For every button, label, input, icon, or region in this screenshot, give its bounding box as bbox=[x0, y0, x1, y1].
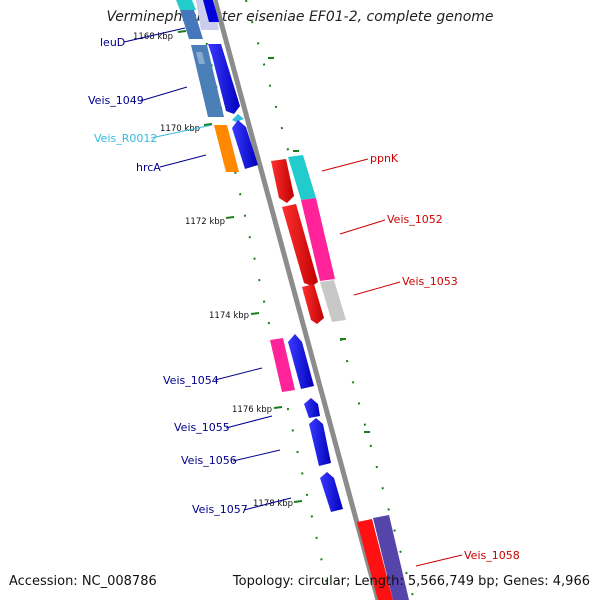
gene-veis-1057-arrow[interactable] bbox=[320, 472, 343, 512]
tick-marks bbox=[177, 30, 303, 503]
gene-label-veis-1054[interactable]: Veis_1054 bbox=[163, 374, 219, 387]
gene-veis-1053-gray-bar[interactable] bbox=[320, 280, 346, 322]
gene-bar-cyan-top[interactable] bbox=[176, 0, 196, 10]
genome-backbone bbox=[212, 0, 381, 600]
leader-hrca bbox=[159, 154, 207, 168]
tick-label-1170: 1170 kbp bbox=[160, 124, 200, 134]
gene-veis-1053-red-arrow[interactable] bbox=[302, 284, 324, 324]
leader-veis-1055 bbox=[225, 415, 273, 429]
leader-veis-1052 bbox=[339, 219, 386, 235]
tick-mark bbox=[293, 500, 303, 503]
gene-label-ppnk[interactable]: ppnK bbox=[370, 152, 399, 165]
gene-ppnk-red-top[interactable] bbox=[271, 159, 294, 203]
leader-veis-1054 bbox=[214, 367, 263, 381]
tick-mark bbox=[273, 406, 283, 409]
leader-veis-1056 bbox=[232, 449, 281, 462]
gene-overlay-white bbox=[196, 52, 205, 64]
leader-veis-1057 bbox=[243, 497, 292, 511]
gene-label-veis-1057[interactable]: Veis_1057 bbox=[192, 503, 248, 516]
gene-hrca-orange-bar[interactable] bbox=[214, 125, 239, 172]
gene-label-veis-1049[interactable]: Veis_1049 bbox=[88, 94, 144, 107]
gene-label-veis-r0012[interactable]: Veis_R0012 bbox=[94, 132, 157, 145]
tick-mark bbox=[177, 30, 187, 33]
leader-ppnk bbox=[321, 158, 369, 172]
tick-label-1176: 1176 kbp bbox=[232, 405, 272, 415]
tick-mark bbox=[225, 216, 235, 219]
leader-veis-r0012 bbox=[150, 124, 213, 139]
gene-label-veis-1056[interactable]: Veis_1056 bbox=[181, 454, 237, 467]
genome-summary-label: Topology: circular; Length: 5,566,749 bp… bbox=[232, 574, 590, 589]
tick-label-1178: 1178 kbp bbox=[253, 499, 293, 509]
gene-veis-1056-arrow[interactable] bbox=[309, 418, 331, 466]
gene-leuD-bar[interactable] bbox=[180, 10, 203, 39]
gene-veis-1052-pink-bar[interactable] bbox=[301, 198, 335, 281]
gene-ppnk-cyan-bar[interactable] bbox=[288, 155, 316, 200]
gene-veis-1058-red-bar[interactable] bbox=[357, 519, 393, 600]
gene-veis-1054-pink-bar[interactable] bbox=[270, 338, 295, 392]
leader-leuD bbox=[123, 27, 186, 43]
gene-label-veis-1053[interactable]: Veis_1053 bbox=[402, 275, 458, 288]
gene-veis-1049-bar[interactable] bbox=[191, 45, 224, 117]
gene-hrca-arrow[interactable] bbox=[232, 120, 258, 169]
accession-label: Accession: NC_008786 bbox=[9, 574, 157, 589]
gene-label-hrca[interactable]: hrcA bbox=[136, 161, 161, 174]
leader-veis-1058 bbox=[415, 554, 463, 567]
gene-label-veis-1058[interactable]: Veis_1058 bbox=[464, 549, 520, 562]
tick-mark bbox=[250, 312, 260, 315]
gene-label-leuD[interactable]: leuD bbox=[100, 36, 125, 49]
gene-veis-r0012-arrow[interactable] bbox=[232, 114, 244, 122]
tick-label-1174: 1174 kbp bbox=[209, 311, 249, 321]
gene-label-veis-1052[interactable]: Veis_1052 bbox=[387, 213, 443, 226]
leader-veis-1049 bbox=[139, 86, 188, 102]
tick-label-1168: 1168 kbp bbox=[133, 32, 173, 42]
gene-bar-blue-top[interactable] bbox=[203, 0, 219, 22]
tick-mark bbox=[203, 123, 213, 126]
gene-veis-1049-arrow[interactable] bbox=[208, 44, 240, 114]
gene-veis-1058-blue-bar[interactable] bbox=[373, 515, 409, 600]
gene-veis-1054-arrow[interactable] bbox=[288, 334, 314, 389]
gene-veis-1052-red-arrow[interactable] bbox=[282, 204, 318, 286]
leader-veis-1053 bbox=[353, 281, 401, 296]
gene-veis-1055-arrow[interactable] bbox=[304, 398, 320, 418]
tick-label-1172: 1172 kbp bbox=[185, 217, 225, 227]
gene-label-veis-1055[interactable]: Veis_1055 bbox=[174, 421, 230, 434]
